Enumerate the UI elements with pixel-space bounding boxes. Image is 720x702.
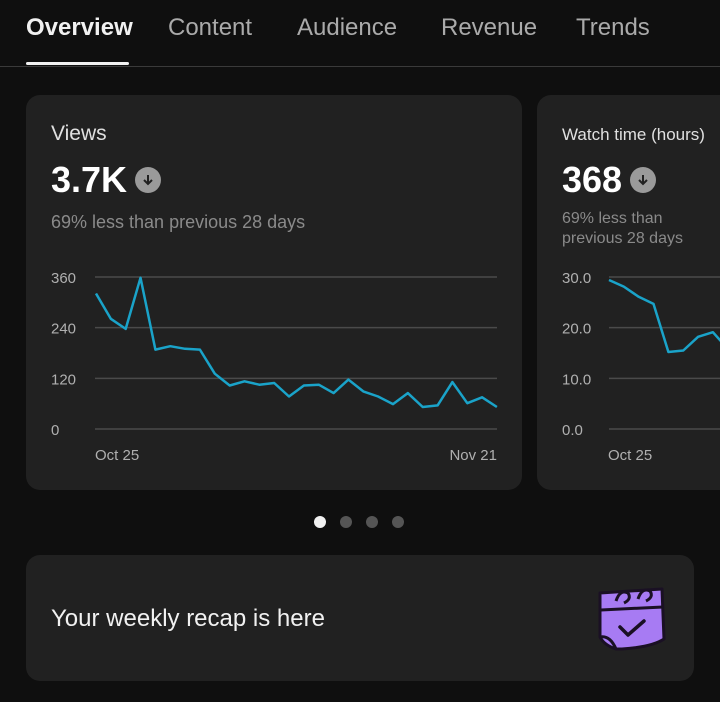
comparison-text: 69% less than previous 28 days <box>562 210 683 247</box>
tab-revenue[interactable]: Revenue <box>441 14 538 41</box>
active-tab-indicator <box>26 62 129 65</box>
tab-trends[interactable]: Trends <box>576 14 650 41</box>
arrow-down-circle-icon <box>630 167 657 193</box>
recap-text: Your weekly recap is here <box>51 605 325 632</box>
x-tick-label: Nov 21 <box>449 447 497 464</box>
x-tick-label: Oct 25 <box>608 447 652 464</box>
tab-bar: Overview Content Audience Revenue Trends <box>0 0 720 67</box>
card-value: 3.7K <box>51 159 162 201</box>
y-tick-label: 360 <box>51 270 76 287</box>
y-tick-label: 240 <box>51 321 76 338</box>
calendar-check-icon <box>598 587 666 651</box>
carousel-dot[interactable] <box>340 516 352 528</box>
card-title: Watch time (hours) <box>562 125 705 144</box>
tab-content[interactable]: Content <box>168 14 253 41</box>
weekly-recap-card[interactable]: Your weekly recap is here <box>26 555 694 681</box>
card-title: Views <box>51 122 107 145</box>
carousel-indicator <box>314 516 404 528</box>
views-card[interactable]: Views 3.7K 69% less than previous 28 day… <box>26 95 522 490</box>
arrow-down-circle-icon <box>135 167 162 193</box>
series-line <box>94 276 498 409</box>
metric-value: 3.7K <box>51 159 128 200</box>
tab-audience[interactable]: Audience <box>297 14 398 41</box>
y-tick-label: 0.0 <box>562 422 583 439</box>
y-tick-label: 0 <box>51 422 59 439</box>
views-chart: 0 120 240 360 Oct 25 Nov 21 <box>51 270 498 464</box>
y-tick-label: 20.0 <box>562 321 591 338</box>
carousel-dot[interactable] <box>314 516 326 528</box>
carousel-dot[interactable] <box>366 516 378 528</box>
y-tick-label: 120 <box>51 371 76 388</box>
y-tick-label: 10.0 <box>562 371 591 388</box>
carousel-dot[interactable] <box>392 516 404 528</box>
metric-value: 368 <box>562 159 623 200</box>
card-value: 368 <box>562 159 657 201</box>
tab-overview[interactable]: Overview <box>26 14 133 41</box>
series-line <box>608 278 720 354</box>
watch-time-card[interactable]: Watch time (hours) 368 69% less than pre… <box>537 95 720 490</box>
comparison-text: 69% less than previous 28 days <box>51 212 306 232</box>
x-tick-label: Oct 25 <box>95 447 139 464</box>
y-tick-label: 30.0 <box>562 270 591 287</box>
watch-time-chart: 0.0 10.0 20.0 30.0 Oct 25 <box>562 270 720 464</box>
